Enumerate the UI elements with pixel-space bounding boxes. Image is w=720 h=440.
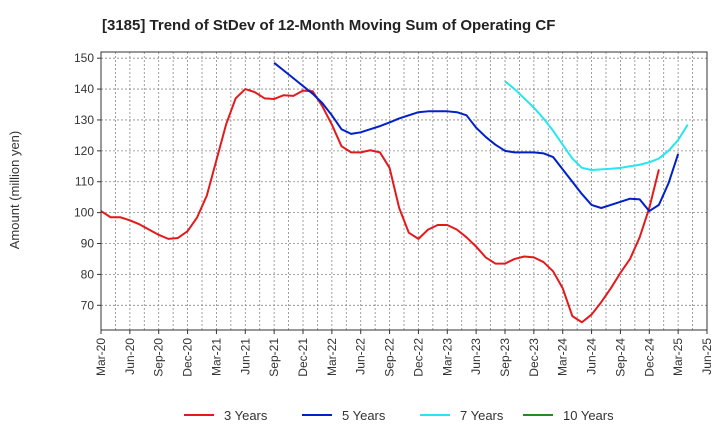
x-tick-label: Jun-25: [700, 338, 714, 375]
legend-label: 10 Years: [563, 408, 614, 423]
x-tick-label: Dec-21: [296, 338, 310, 377]
series-lines: [100, 62, 689, 324]
x-tick-label: Sep-20: [152, 338, 166, 377]
y-tick-label: 110: [75, 175, 94, 189]
x-tick-label: Mar-20: [94, 338, 108, 376]
plot-background: [101, 52, 707, 330]
x-tick-label: Jun-20: [123, 338, 137, 375]
legend: 3 Years 5 Years 7 Years 10 Years: [184, 408, 614, 423]
x-tick-label: Sep-23: [498, 338, 512, 377]
y-tick-label: 140: [74, 82, 94, 96]
y-axis-ticks: 70 80 90 100 110 120 130 140 150: [74, 51, 101, 312]
y-tick-label: 90: [81, 237, 95, 251]
x-tick-label: Dec-23: [527, 338, 541, 377]
plot-frame: [100, 51, 708, 331]
x-tick-label: Mar-22: [325, 338, 339, 376]
x-tick-label: Sep-24: [613, 338, 627, 377]
x-tick-label: Mar-21: [209, 338, 223, 376]
x-tick-label: Mar-25: [671, 338, 685, 376]
series-line-7-years: [504, 80, 689, 171]
gridlines: [100, 52, 708, 330]
x-tick-label: Dec-20: [181, 338, 195, 377]
legend-label: 7 Years: [460, 408, 504, 423]
chart-title: [3185] Trend of StDev of 12-Month Moving…: [102, 17, 555, 34]
x-tick-label: Jun-24: [585, 338, 599, 375]
y-tick-label: 120: [74, 144, 94, 158]
y-tick-label: 80: [81, 267, 95, 281]
x-tick-label: Sep-22: [383, 338, 397, 377]
x-tick-label: Jun-23: [469, 338, 483, 375]
series-line-5-years: [273, 62, 680, 213]
x-tick-label: Jun-22: [354, 338, 368, 375]
x-tick-label: Mar-23: [440, 338, 454, 376]
x-tick-label: Dec-24: [642, 338, 656, 377]
y-tick-label: 70: [81, 298, 95, 312]
x-tick-label: Sep-21: [267, 338, 281, 377]
legend-label: 3 Years: [224, 408, 268, 423]
plot-area: [100, 51, 708, 331]
y-tick-label: 130: [74, 113, 94, 127]
x-tick-label: Dec-22: [411, 338, 425, 377]
y-tick-label: 150: [74, 51, 94, 65]
x-tick-label: Mar-24: [556, 338, 570, 376]
x-tick-label: Jun-21: [238, 338, 252, 375]
y-tick-label: 100: [74, 206, 94, 220]
x-axis-ticks: Mar-20 Jun-20 Sep-20 Dec-20 Mar-21 Jun-21 Sep-…: [94, 330, 714, 377]
y-axis-label: Amount (million yen): [7, 131, 22, 250]
legend-label: 5 Years: [342, 408, 386, 423]
series-line-3-years: [100, 88, 660, 324]
